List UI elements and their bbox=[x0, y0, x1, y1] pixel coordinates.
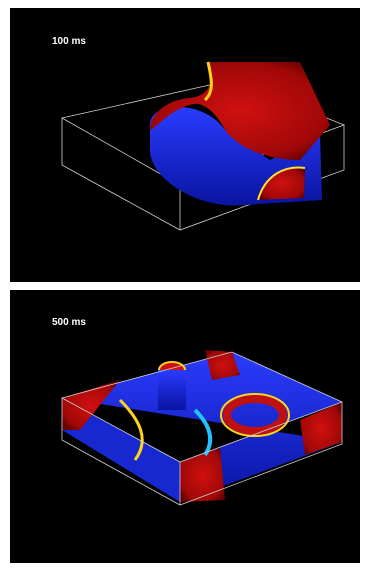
figure: 100 ms 500 ms bbox=[0, 0, 370, 572]
panel-label: 500 ms bbox=[52, 317, 86, 328]
panel-label: 100 ms bbox=[52, 36, 86, 47]
page: 100 ms 500 ms (() => { const data = JSON… bbox=[0, 0, 370, 572]
